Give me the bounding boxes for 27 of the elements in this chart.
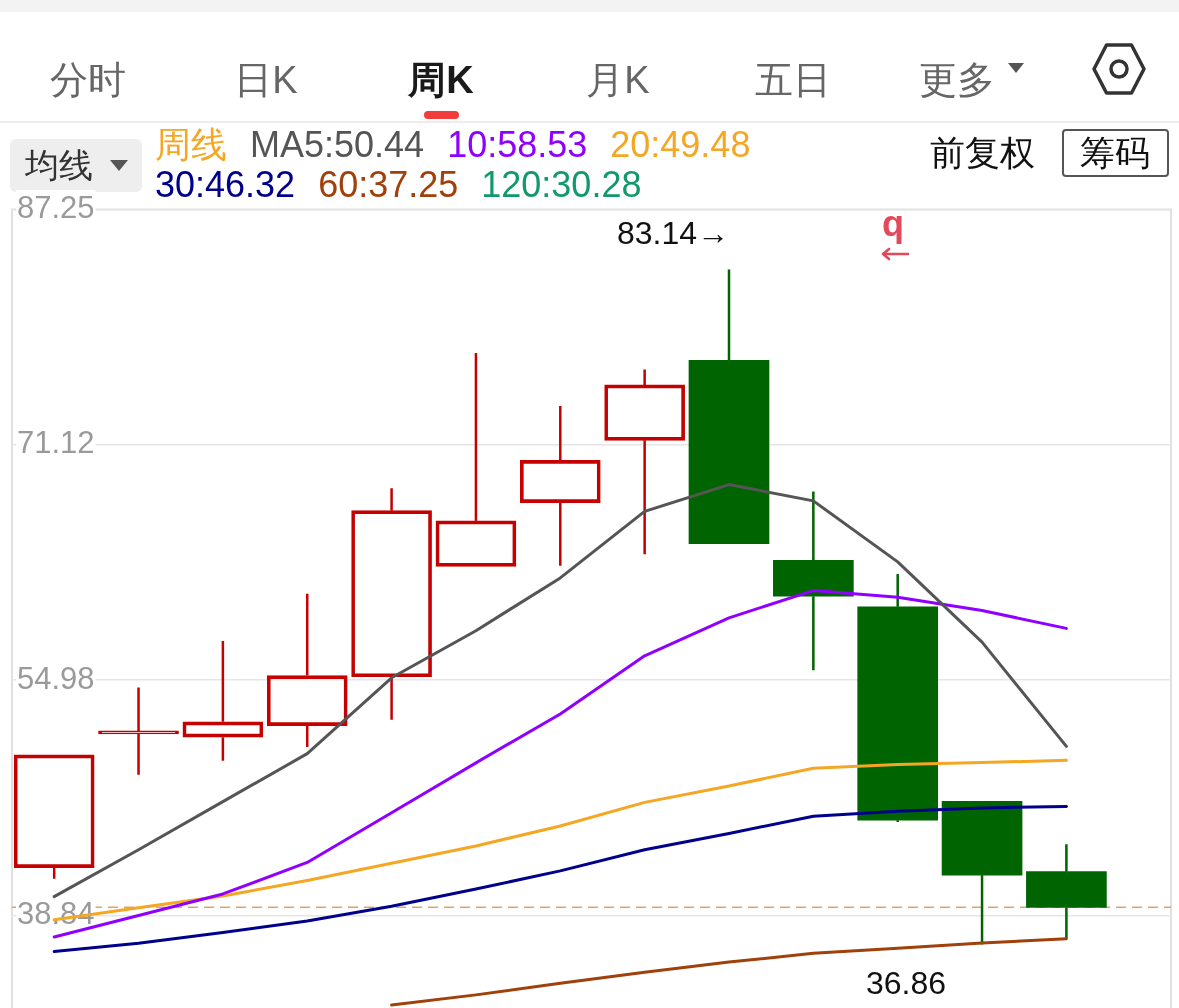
legend-label: 120:30.28 [481,164,642,205]
dropdown-button: 均线 [10,139,142,192]
text: 前复权 [930,133,1035,173]
text: 月K [586,58,650,103]
text: 筹码 [1080,133,1150,173]
annotation: q [882,203,904,244]
y-tick-label: 71.12 [17,425,95,461]
annotation: 83.14→ [616,215,729,252]
candlestick [773,490,854,672]
text: 五日 [755,58,831,103]
text: 周K [408,58,474,103]
y-tick-label: 38.84 [17,896,95,932]
text: MA5:50.44 [250,124,425,165]
candlestick [1026,843,1107,940]
text: 10:58.53 [447,124,588,165]
candlestick [857,572,939,824]
text: 分时 [50,58,126,103]
text: 更多 [919,58,995,103]
text: 60:37.25 [318,164,459,205]
legend-title: 周线 [155,124,227,165]
text: 日K [234,58,298,103]
y-tick-label: 54.98 [17,660,95,696]
text: 20:49.48 [610,124,751,165]
candlestick [688,268,770,544]
y-tick-label: 87.25 [17,190,95,226]
text: 30:46.32 [155,164,296,205]
annotation: 36.86 [865,965,947,1002]
